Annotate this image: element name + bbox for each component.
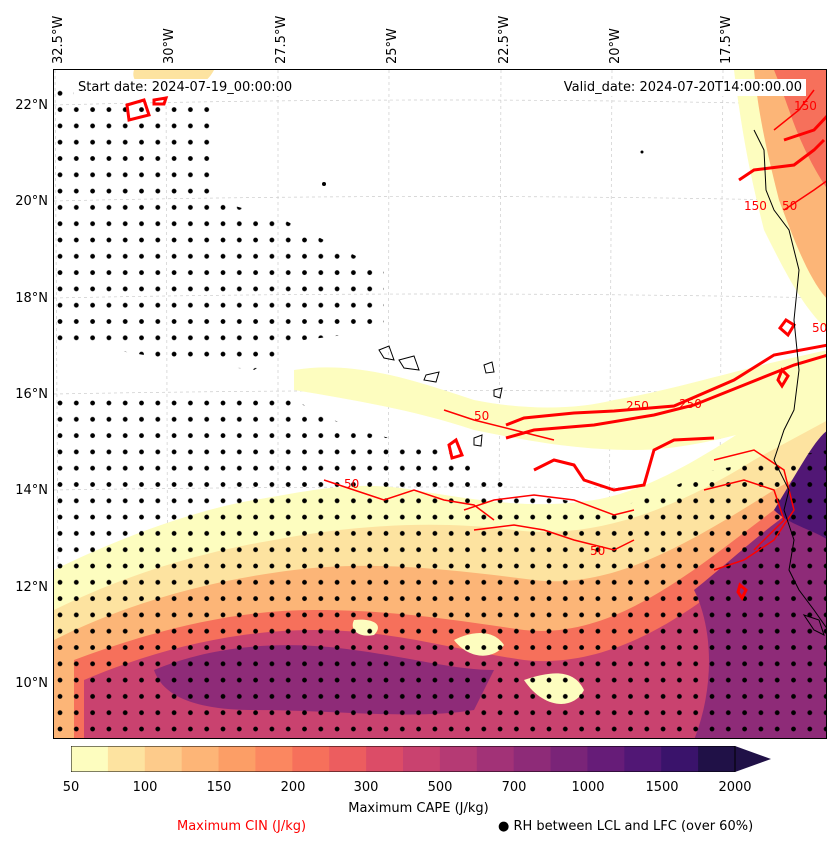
- colorbar-extend-arrow: [735, 746, 771, 772]
- colorbar-tick: 200: [280, 780, 306, 795]
- contour-label-group: 50 250 50 50 250 150 50 50 150: [344, 99, 827, 558]
- colorbar-cell: [661, 746, 699, 772]
- lon-label-22-5w: 22.5°W: [497, 15, 512, 64]
- map-panel: 50 250 50 50 250 150 50 50 150 Start da: [53, 69, 827, 739]
- island-markers: [322, 150, 644, 186]
- colorbar-tick: 100: [132, 780, 158, 795]
- colorbar-cell: [181, 746, 220, 772]
- colorbar-cell: [107, 746, 146, 772]
- colorbar-cells: [71, 746, 736, 772]
- colorbar-cell: [292, 746, 330, 772]
- colorbar-cell: [439, 746, 478, 772]
- map-canvas: 50 250 50 50 250 150 50 50 150: [54, 70, 827, 738]
- lat-label-10n: 10°N: [15, 676, 48, 691]
- rh-legend-label: ● RH between LCL and LFC (over 60%): [498, 819, 754, 834]
- lon-label-17-5w: 17.5°W: [719, 15, 734, 64]
- colorbar-cell: [255, 746, 293, 772]
- contour-label: 50: [812, 321, 827, 335]
- contour-label: 50: [782, 199, 797, 213]
- lon-label-32-5w: 32.5°W: [51, 15, 66, 64]
- colorbar-tick: 150: [206, 780, 232, 795]
- colorbar-cell: [513, 746, 552, 772]
- cin-contours: [125, 89, 826, 601]
- lon-label-30w: 30°W: [162, 28, 177, 64]
- contour-label: 150: [794, 99, 817, 113]
- cin-legend-label: Maximum CIN (J/kg): [177, 819, 307, 834]
- colorbar-tick: 300: [353, 780, 379, 795]
- lon-label-20w: 20°W: [608, 28, 623, 64]
- contour-label: 50: [344, 477, 359, 491]
- contour-label: 250: [679, 397, 702, 411]
- colorbar-cell: [71, 746, 109, 772]
- colorbar-tick: 1500: [645, 780, 679, 795]
- colorbar-cell: [144, 746, 183, 772]
- contour-label: 150: [744, 199, 767, 213]
- colorbar-cell: [550, 746, 588, 772]
- contour-label: 50: [590, 544, 605, 558]
- lon-label-25w: 25°W: [385, 28, 400, 64]
- colorbar-cell: [587, 746, 625, 772]
- colorbar-cell: [218, 746, 256, 772]
- colorbar-tick: 2000: [718, 780, 752, 795]
- colorbar-cell: [624, 746, 662, 772]
- colorbar-tick: 1000: [571, 780, 605, 795]
- colorbar-cell: [366, 746, 404, 772]
- lat-label-20n: 20°N: [15, 194, 48, 209]
- lat-label-12n: 12°N: [15, 580, 48, 595]
- colorbar-cell: [476, 746, 515, 772]
- colorbar-label: Maximum CAPE (J/kg): [348, 801, 489, 816]
- colorbar-cell: [698, 746, 736, 772]
- lat-label-22n: 22°N: [15, 98, 48, 113]
- colorbar-tick: 500: [427, 780, 453, 795]
- valid-date-label: Valid_date: 2024-07-20T14:00:00.00: [559, 79, 806, 96]
- contour-label: 50: [474, 409, 489, 423]
- start-date-label: Start date: 2024-07-19_00:00:00: [74, 79, 297, 96]
- coastline: [378, 129, 826, 636]
- colorbar-tick: 50: [62, 780, 80, 795]
- colorbar-cell: [329, 746, 367, 772]
- cape-colorbar: [71, 746, 771, 772]
- colorbar-cell: [403, 746, 441, 772]
- colorbar-tick: 700: [501, 780, 527, 795]
- lat-label-14n: 14°N: [15, 483, 48, 498]
- lat-label-18n: 18°N: [15, 291, 48, 306]
- contour-label: 250: [626, 399, 649, 413]
- lat-label-16n: 16°N: [15, 387, 48, 402]
- lon-label-27-5w: 27.5°W: [274, 15, 289, 64]
